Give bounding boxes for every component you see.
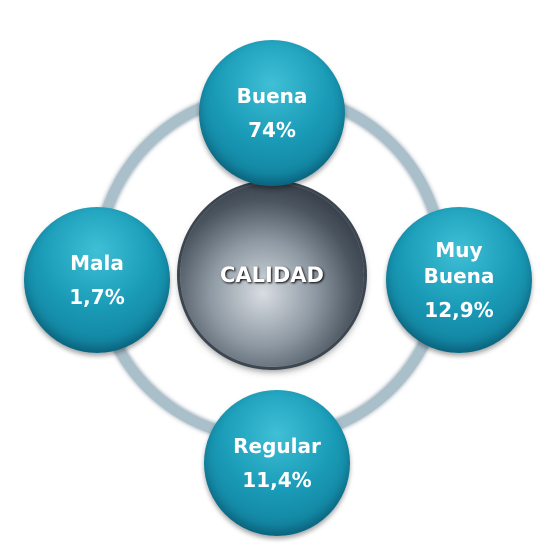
node-label: Buena [227, 83, 317, 109]
node-value: 12,9% [424, 297, 493, 323]
node: Muy Buena 12,9% [386, 207, 532, 353]
page: CALIDAD Buena 74% Muy Buena 12,9% Regula… [0, 0, 544, 550]
node-label: Mala [52, 250, 142, 276]
diagram: CALIDAD Buena 74% Muy Buena 12,9% Regula… [0, 0, 544, 550]
node: Buena 74% [199, 40, 345, 186]
node-value: 74% [248, 117, 296, 143]
node: Mala 1,7% [24, 207, 170, 353]
node-label: Regular [232, 433, 322, 459]
node-value: 11,4% [242, 467, 311, 493]
node-label: Muy Buena [414, 237, 504, 289]
center-circle: CALIDAD [180, 183, 364, 367]
center-label: CALIDAD [220, 263, 324, 287]
node-value: 1,7% [69, 284, 124, 310]
node: Regular 11,4% [204, 390, 350, 536]
